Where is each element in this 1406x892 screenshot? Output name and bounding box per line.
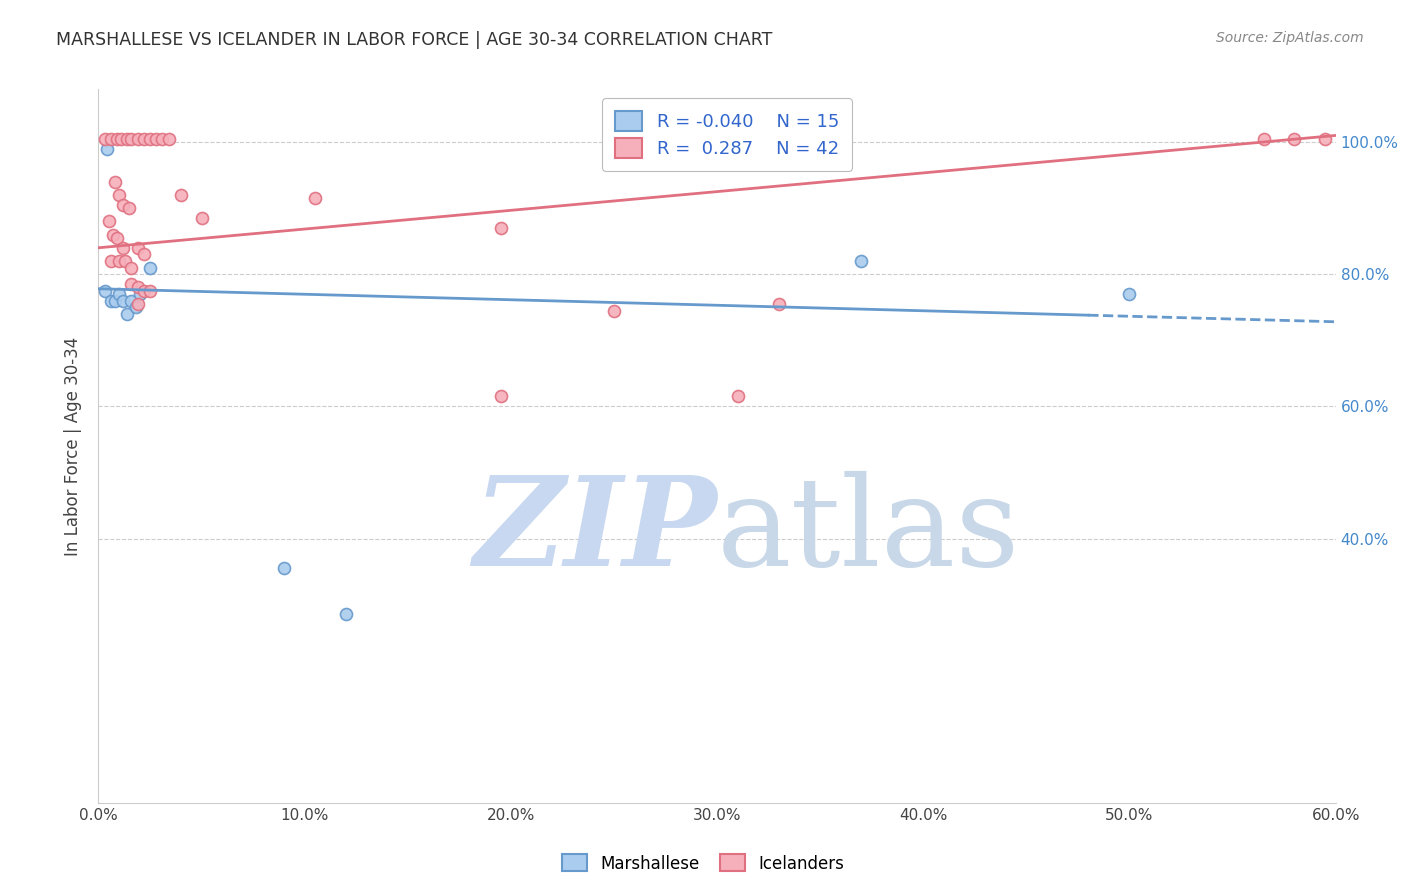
Text: MARSHALLESE VS ICELANDER IN LABOR FORCE | AGE 30-34 CORRELATION CHART: MARSHALLESE VS ICELANDER IN LABOR FORCE … [56, 31, 773, 49]
Point [851, 254, 873, 268]
Point [127, 132, 149, 146]
Point [117, 307, 139, 321]
Point [100, 132, 122, 146]
Point [112, 241, 135, 255]
Point [100, 293, 122, 308]
Point [97, 214, 120, 228]
Point [124, 300, 146, 314]
Point [335, 607, 357, 622]
Point [127, 241, 149, 255]
Point [1284, 132, 1306, 146]
Point [108, 287, 131, 301]
Legend: Marshallese, Icelanders: Marshallese, Icelanders [555, 847, 851, 880]
Point [120, 260, 142, 275]
Point [114, 254, 136, 268]
Point [104, 293, 127, 308]
Point [145, 132, 167, 146]
Point [104, 175, 127, 189]
Point [105, 231, 128, 245]
Point [108, 188, 131, 202]
Point [139, 132, 162, 146]
Legend: R = -0.040    N = 15, R =  0.287    N = 42: R = -0.040 N = 15, R = 0.287 N = 42 [602, 98, 852, 170]
Text: Source: ZipAtlas.com: Source: ZipAtlas.com [1216, 31, 1364, 45]
Point [112, 198, 135, 212]
Point [132, 247, 155, 261]
Point [118, 201, 141, 215]
Point [1315, 132, 1337, 146]
Point [110, 132, 132, 146]
Point [93, 284, 115, 298]
Point [128, 287, 150, 301]
Point [112, 293, 135, 308]
Point [120, 293, 142, 308]
Point [100, 254, 122, 268]
Point [1253, 132, 1275, 146]
Point [603, 303, 626, 318]
Point [157, 132, 180, 146]
Point [1118, 287, 1140, 301]
Y-axis label: In Labor Force | Age 30-34: In Labor Force | Age 30-34 [65, 336, 83, 556]
Point [139, 284, 162, 298]
Point [101, 227, 124, 242]
Point [96, 142, 118, 156]
Point [727, 389, 749, 403]
Point [139, 260, 162, 275]
Point [117, 132, 139, 146]
Text: ZIP: ZIP [474, 471, 717, 592]
Point [132, 284, 155, 298]
Point [273, 561, 295, 575]
Point [127, 297, 149, 311]
Point [105, 132, 128, 146]
Point [768, 297, 790, 311]
Text: atlas: atlas [717, 471, 1021, 592]
Point [190, 211, 212, 225]
Point [150, 132, 173, 146]
Point [304, 191, 326, 205]
Point [120, 132, 142, 146]
Point [120, 277, 142, 292]
Point [170, 188, 193, 202]
Point [489, 389, 512, 403]
Point [489, 221, 512, 235]
Point [108, 254, 131, 268]
Point [132, 132, 155, 146]
Point [93, 132, 115, 146]
Point [127, 280, 149, 294]
